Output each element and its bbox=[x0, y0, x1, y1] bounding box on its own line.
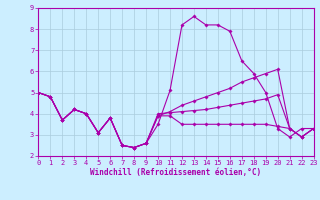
X-axis label: Windchill (Refroidissement éolien,°C): Windchill (Refroidissement éolien,°C) bbox=[91, 168, 261, 177]
